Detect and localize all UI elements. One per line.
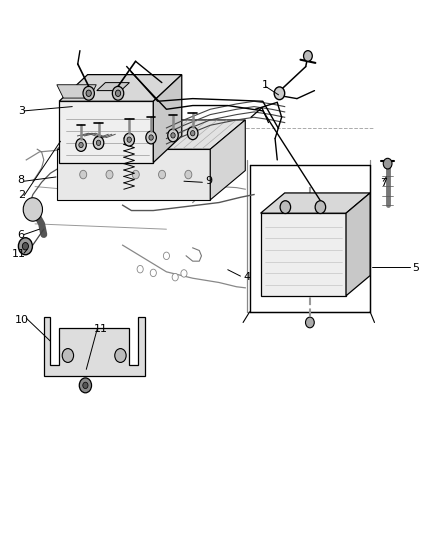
- Polygon shape: [97, 83, 130, 91]
- Polygon shape: [59, 101, 153, 163]
- Text: 2: 2: [18, 190, 25, 199]
- Text: 11: 11: [12, 249, 26, 259]
- Text: 4: 4: [243, 272, 250, 282]
- Circle shape: [137, 265, 143, 273]
- Circle shape: [76, 139, 86, 151]
- Circle shape: [18, 238, 32, 255]
- Circle shape: [149, 135, 153, 140]
- Circle shape: [112, 86, 124, 100]
- Polygon shape: [57, 149, 210, 200]
- Circle shape: [146, 131, 156, 144]
- Circle shape: [181, 270, 187, 277]
- Circle shape: [86, 90, 92, 96]
- Text: 11: 11: [94, 324, 108, 334]
- Circle shape: [79, 378, 92, 393]
- Circle shape: [163, 252, 170, 260]
- Circle shape: [187, 127, 198, 140]
- Polygon shape: [57, 120, 245, 149]
- Circle shape: [132, 171, 139, 179]
- Polygon shape: [59, 75, 182, 101]
- Text: 3: 3: [18, 106, 25, 116]
- Polygon shape: [346, 193, 370, 296]
- Circle shape: [191, 131, 195, 136]
- Text: 10: 10: [14, 315, 28, 325]
- Circle shape: [127, 137, 131, 142]
- Polygon shape: [57, 85, 96, 98]
- Circle shape: [62, 349, 74, 362]
- Circle shape: [150, 269, 156, 277]
- Circle shape: [280, 201, 290, 214]
- Circle shape: [185, 171, 192, 179]
- Circle shape: [79, 142, 83, 148]
- Circle shape: [83, 382, 88, 389]
- Text: 8: 8: [18, 175, 25, 185]
- Text: 7: 7: [380, 178, 387, 188]
- Circle shape: [274, 87, 285, 100]
- Polygon shape: [261, 213, 346, 296]
- Circle shape: [96, 140, 101, 146]
- Circle shape: [168, 129, 178, 142]
- Polygon shape: [261, 193, 370, 213]
- Circle shape: [83, 86, 95, 100]
- Text: 9: 9: [205, 176, 212, 186]
- Polygon shape: [210, 120, 245, 200]
- Circle shape: [304, 51, 312, 61]
- Circle shape: [172, 273, 178, 281]
- Circle shape: [93, 136, 104, 149]
- Circle shape: [115, 349, 126, 362]
- Circle shape: [22, 243, 28, 250]
- Polygon shape: [153, 75, 182, 163]
- Circle shape: [159, 171, 166, 179]
- Circle shape: [106, 171, 113, 179]
- Text: 5: 5: [412, 263, 419, 273]
- Text: 1: 1: [262, 80, 269, 90]
- Circle shape: [116, 90, 121, 96]
- Text: 6: 6: [18, 230, 25, 239]
- Circle shape: [80, 171, 87, 179]
- Circle shape: [171, 133, 175, 138]
- Circle shape: [383, 158, 392, 169]
- Circle shape: [305, 317, 314, 328]
- Circle shape: [124, 133, 134, 146]
- Circle shape: [315, 201, 326, 214]
- Circle shape: [23, 198, 42, 221]
- Polygon shape: [44, 317, 145, 376]
